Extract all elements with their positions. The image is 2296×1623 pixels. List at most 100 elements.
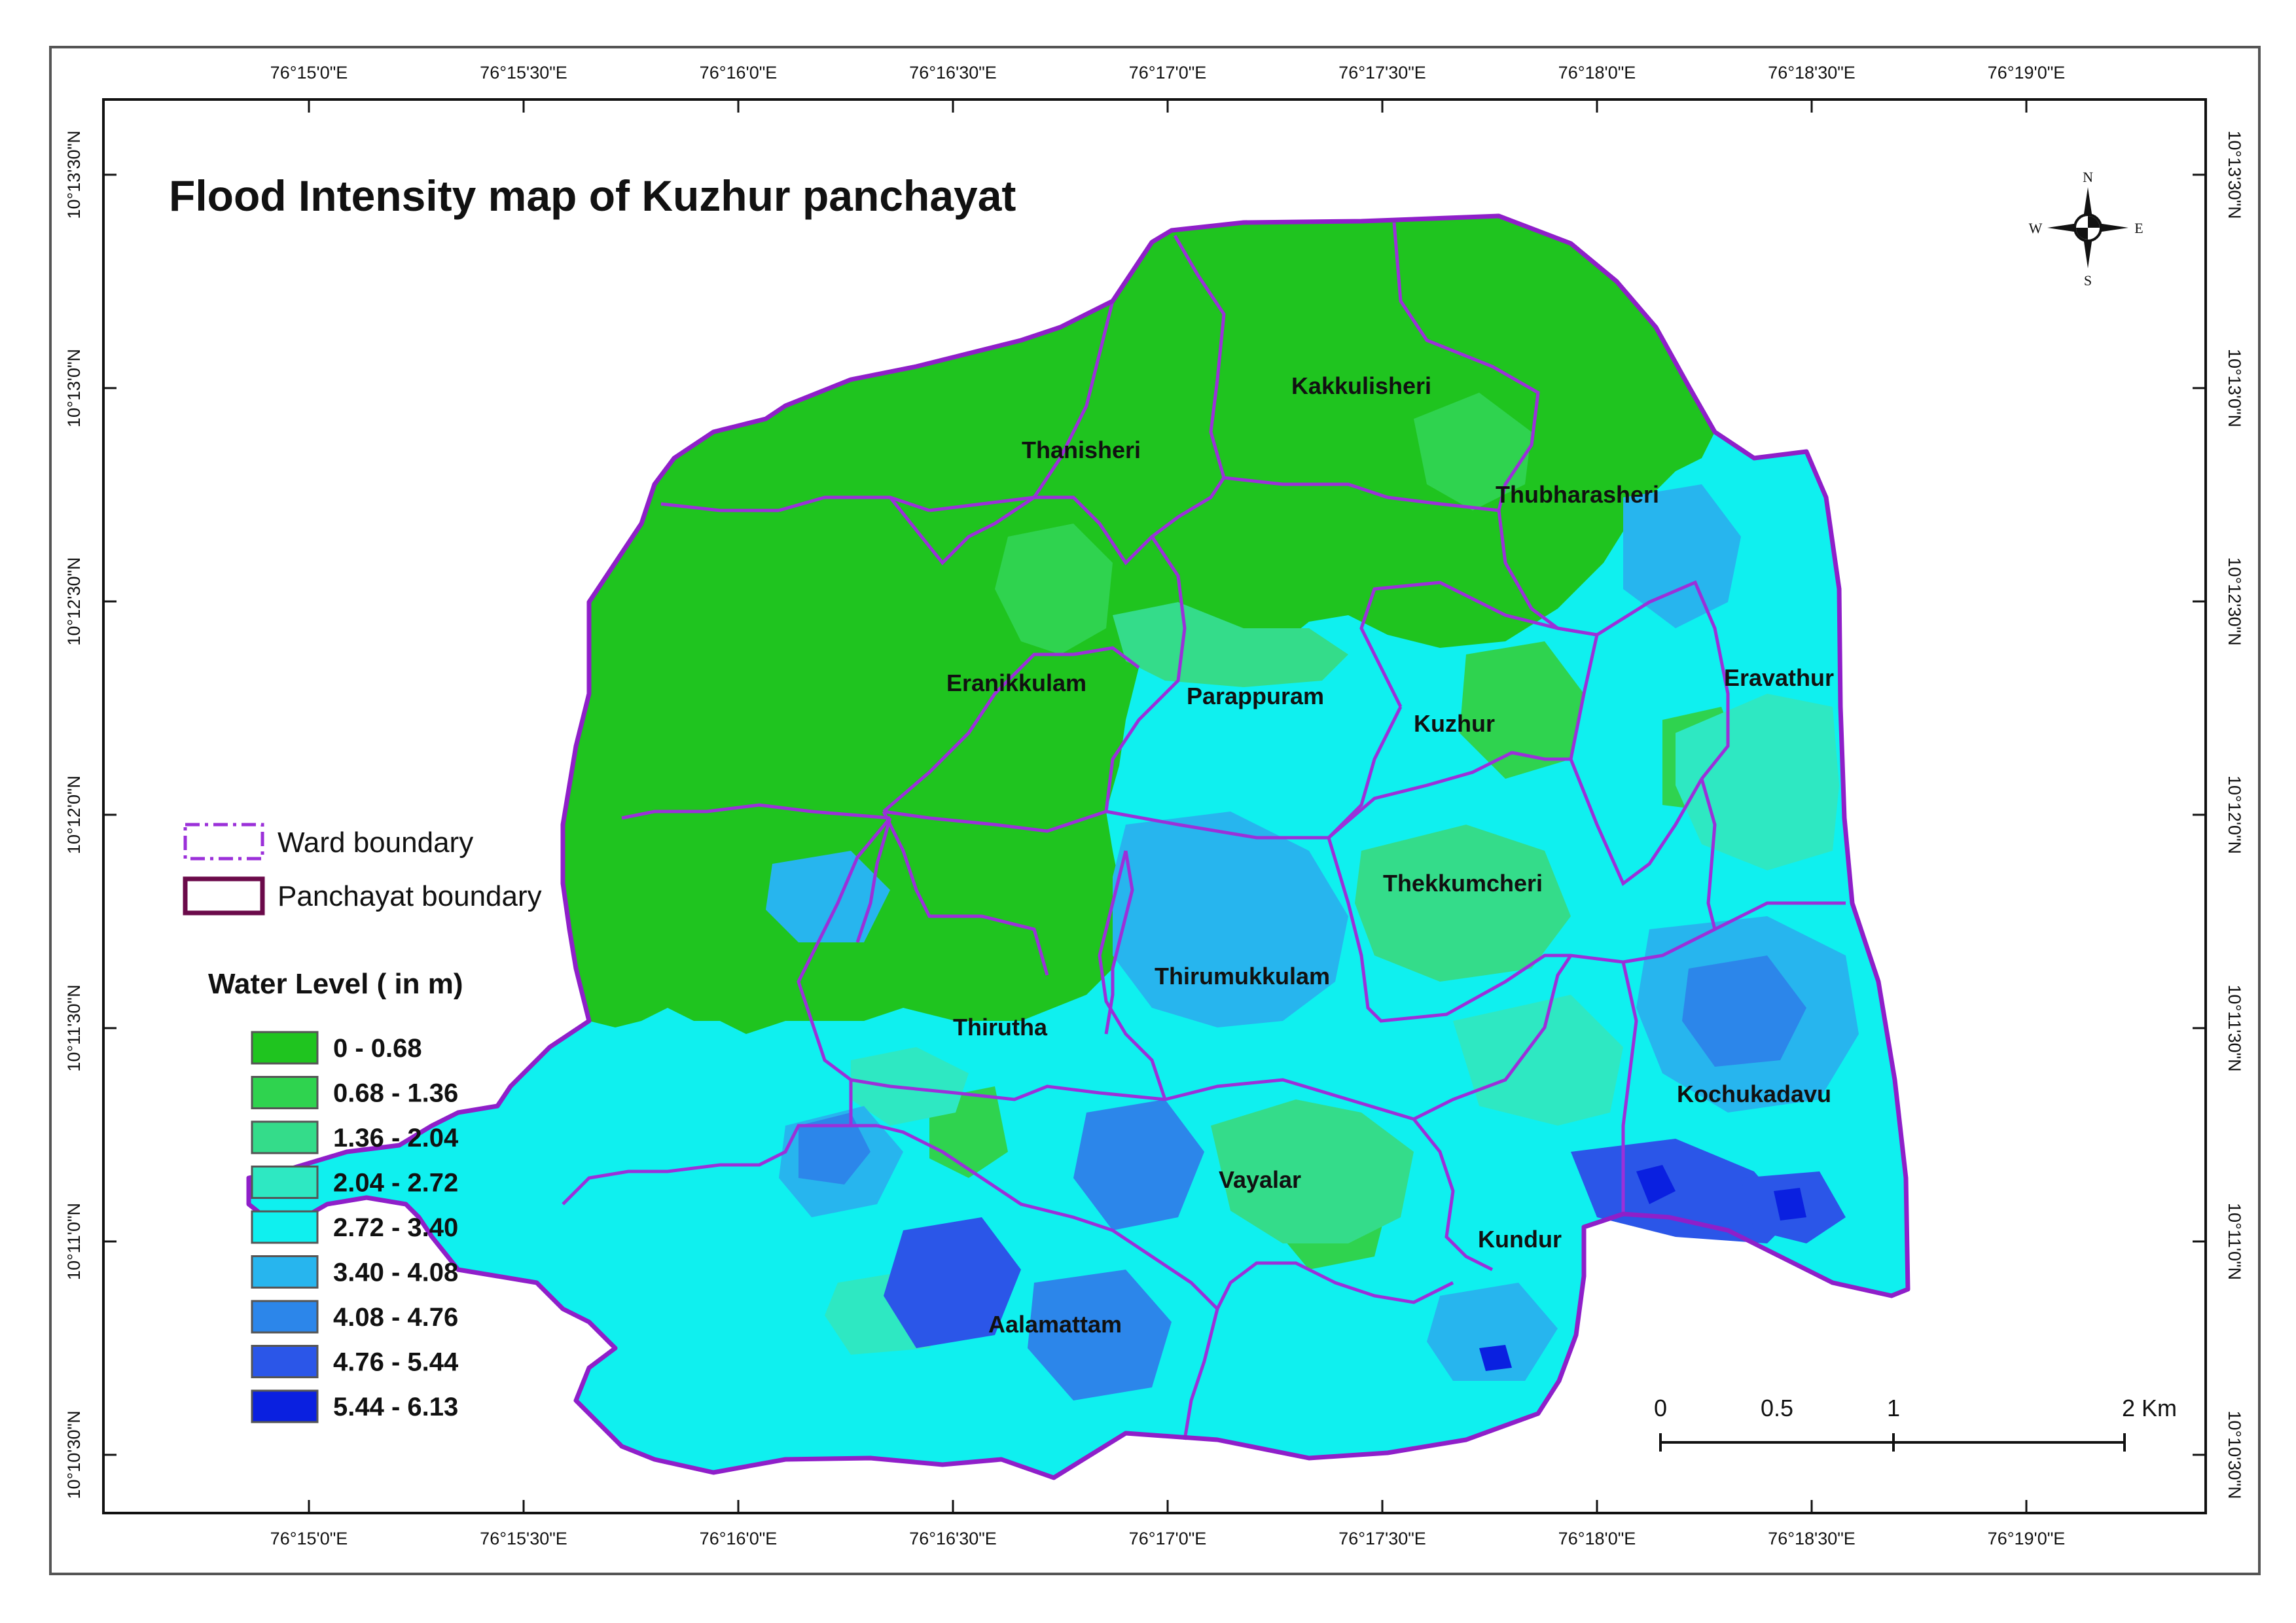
water-level-class-label: 5.44 - 6.13 xyxy=(333,1393,458,1421)
top-lon-label: 76°15'0"E xyxy=(270,63,348,82)
ward-line xyxy=(1623,927,1716,964)
bottom-lon-label: 76°15'0"E xyxy=(270,1529,348,1548)
water-level-swatch xyxy=(251,1300,319,1334)
water-level-class-label: 0.68 - 1.36 xyxy=(333,1079,458,1108)
bottom-lon-label: 76°19'0"E xyxy=(1988,1529,2066,1548)
left-lat-label: 10°12'0"N xyxy=(64,776,84,854)
ward-line xyxy=(1183,1308,1219,1440)
ward-boundary-label: Ward boundary xyxy=(278,827,473,859)
raster-blue4-zone xyxy=(1479,1345,1512,1371)
right-lat-label: 10°10'30"N xyxy=(2225,1410,2244,1499)
raster-teal-zone xyxy=(851,1047,969,1126)
graticule-ticks xyxy=(103,99,2206,1513)
west-label: W xyxy=(2029,220,2043,236)
ward-line xyxy=(1223,476,1499,512)
panchayat-boundary xyxy=(246,213,1910,1480)
water-level-class-label: 3.40 - 4.08 xyxy=(333,1258,458,1287)
right-lat-label: 10°13'30"N xyxy=(2225,130,2244,219)
ward-label-thirumukkulam: Thirumukkulam xyxy=(1155,963,1330,990)
top-lon-label: 76°16'30"E xyxy=(909,63,997,82)
right-lat-label: 10°11'30"N xyxy=(2225,984,2244,1071)
ward-line xyxy=(876,1124,1454,1312)
outer-frame xyxy=(49,46,2261,1575)
top-lon-label: 76°17'30"E xyxy=(1338,63,1426,82)
left-lat-label: 10°13'0"N xyxy=(64,349,84,427)
water-level-swatch xyxy=(251,1210,319,1244)
ward-label-thekkumcheri: Thekkumcheri xyxy=(1383,870,1543,897)
ward-label-kundur: Kundur xyxy=(1478,1226,1562,1253)
ward-line xyxy=(889,495,1035,565)
bottom-lon-label: 76°17'30"E xyxy=(1338,1529,1426,1548)
ward-label-thubharasheri: Thubharasheri xyxy=(1496,481,1659,508)
top-lon-label: 76°18'0"E xyxy=(1558,63,1636,82)
ward-line xyxy=(1412,954,1573,1121)
water-level-class-label: 0 - 0.68 xyxy=(333,1034,422,1063)
ward-line xyxy=(882,810,1049,976)
raster-teal-zone xyxy=(1211,1099,1414,1243)
water-level-legend: Water Level ( in m) 0 - 0.68 0.68 - 1.36 1… xyxy=(208,968,463,1423)
ward-line xyxy=(1327,751,1571,839)
ward-line xyxy=(855,817,892,943)
water-level-swatch xyxy=(251,1255,319,1289)
bottom-lon-label: 76°15'30"E xyxy=(480,1529,567,1548)
raster-green2-patch xyxy=(995,524,1113,654)
water-level-class-label: 1.36 - 2.04 xyxy=(333,1124,459,1152)
ward-line xyxy=(797,817,891,1081)
ward-label-aalamattam: Aalamattam xyxy=(988,1311,1122,1338)
ward-line xyxy=(1392,222,1540,511)
ward-boundaries xyxy=(562,222,1846,1440)
raster-blue2-zone xyxy=(1073,1099,1204,1230)
left-lat-label: 10°10'30"N xyxy=(64,1410,84,1499)
ward-line xyxy=(1700,778,1846,932)
east-label: E xyxy=(2134,220,2143,236)
ward-line xyxy=(1104,535,1187,812)
raster-green2-patch xyxy=(1460,641,1584,779)
ward-line xyxy=(1596,580,1730,780)
raster-blue4-zone xyxy=(1774,1188,1806,1221)
raster-blue1-zone xyxy=(1427,1283,1558,1381)
water-level-swatch xyxy=(251,1031,319,1065)
ward-label-eranikkulam: Eranikkulam xyxy=(946,669,1086,696)
ward-line xyxy=(1032,300,1115,499)
top-lon-label: 76°19'0"E xyxy=(1988,63,2066,82)
water-level-swatch xyxy=(251,1389,319,1423)
water-level-swatch xyxy=(251,1076,319,1109)
ward-label-eravathur: Eravathur xyxy=(1724,664,1834,691)
water-level-swatch xyxy=(251,1120,319,1154)
ward-line xyxy=(1098,850,1167,1100)
ward-line xyxy=(778,495,930,512)
right-lat-label: 10°11'0"N xyxy=(2225,1203,2244,1280)
panchayat-boundary-label: Panchayat boundary xyxy=(278,880,542,912)
north-arrow: N S E W xyxy=(2029,169,2144,289)
top-lon-label: 76°18'30"E xyxy=(1768,63,1856,82)
ward-line xyxy=(1327,837,1624,1023)
water-level-swatch xyxy=(251,1345,319,1378)
raster-blue4-zone xyxy=(1636,1165,1676,1204)
scale-bar-label: 0 xyxy=(1654,1395,1667,1421)
water-level-class-label: 4.08 - 4.76 xyxy=(333,1303,458,1332)
left-lat-label: 10°11'0"N xyxy=(64,1203,84,1280)
raster-green2-patch xyxy=(1414,393,1532,510)
raster-teal-zone xyxy=(1355,825,1571,982)
scale-bar: 0 0.5 1 2 Km xyxy=(1654,1395,2177,1452)
bottom-lon-label: 76°18'0"E xyxy=(1558,1529,1636,1548)
ward-label-kakkulisheri: Kakkulisheri xyxy=(1291,372,1431,399)
ward-line xyxy=(1173,234,1226,478)
ward-boundary-swatch xyxy=(183,823,264,861)
ward-line xyxy=(660,502,779,512)
panchayat-boundary-swatch xyxy=(183,876,265,916)
ward-line xyxy=(562,1124,877,1205)
water-level-legend-title: Water Level ( in m) xyxy=(208,968,463,1000)
flood-intensity-raster xyxy=(249,216,1908,1478)
raster-blue2-zone xyxy=(798,1113,870,1185)
raster-blue2-zone xyxy=(1682,955,1806,1067)
water-level-class-label: 2.04 - 2.72 xyxy=(333,1169,458,1198)
ward-label-kuzhur: Kuzhur xyxy=(1414,710,1495,737)
bottom-lon-label: 76°17'0"E xyxy=(1129,1529,1207,1548)
ward-line xyxy=(1104,850,1134,1035)
south-label: S xyxy=(2084,272,2092,289)
right-lat-label: 10°12'30"N xyxy=(2225,557,2244,645)
left-lat-label: 10°12'30"N xyxy=(64,557,84,645)
